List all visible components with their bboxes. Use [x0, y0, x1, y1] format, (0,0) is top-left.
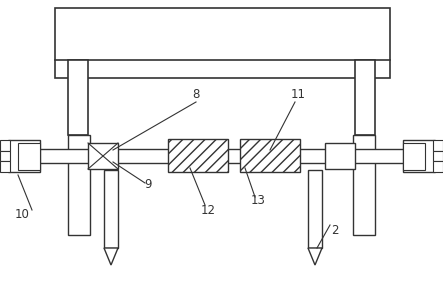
Bar — [433, 151, 443, 161]
Bar — [8, 140, 40, 172]
Text: 8: 8 — [192, 89, 200, 102]
Text: 11: 11 — [291, 89, 306, 102]
Text: 9: 9 — [144, 179, 152, 192]
Bar — [0, 161, 10, 172]
Text: 2: 2 — [331, 224, 339, 237]
Bar — [68, 60, 88, 135]
Bar — [104, 170, 118, 248]
Bar — [168, 139, 228, 172]
Bar — [18, 149, 428, 163]
Bar — [240, 139, 300, 172]
Bar — [403, 143, 425, 170]
Bar — [0, 140, 10, 151]
Bar — [433, 161, 443, 172]
Bar — [433, 140, 443, 151]
Bar — [403, 140, 435, 172]
Bar — [88, 143, 118, 169]
Bar — [308, 170, 322, 248]
Bar — [325, 143, 355, 169]
Bar — [355, 60, 375, 135]
Bar — [55, 8, 390, 78]
Bar — [18, 143, 40, 170]
Bar — [0, 151, 10, 161]
Text: 12: 12 — [201, 203, 215, 216]
Bar — [68, 135, 90, 235]
Bar — [353, 135, 375, 235]
Text: 13: 13 — [251, 194, 265, 207]
Text: 10: 10 — [15, 209, 29, 222]
Polygon shape — [104, 248, 118, 265]
Polygon shape — [308, 248, 322, 265]
